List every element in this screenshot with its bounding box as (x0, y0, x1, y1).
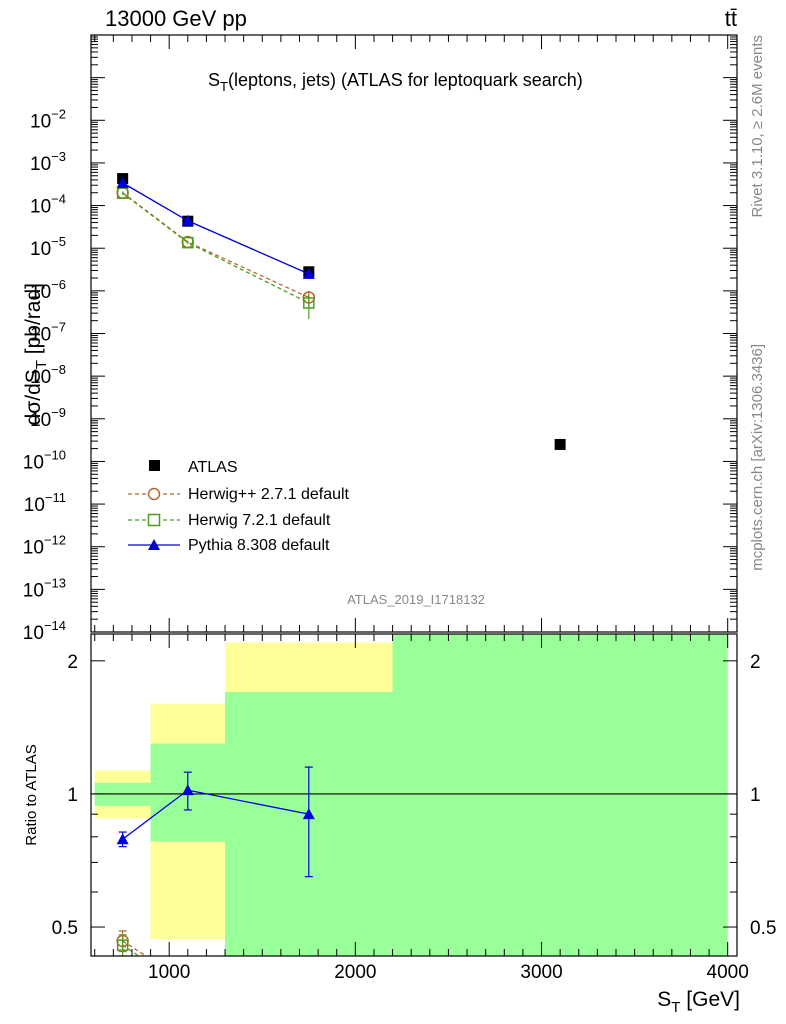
y-tick-label: 10−5 (30, 234, 66, 260)
y-tick-label: 10−13 (23, 575, 66, 601)
ratio-point-pythia (116, 833, 129, 845)
ratio-data (91, 766, 737, 956)
main-panel: 10−14 10−13 10−12 10−11 10−10 10−9 10−8 10−7 10−… (22, 34, 738, 644)
ratio-y-tick-labels: 0.5 0.5 1 1 2 2 (52, 652, 777, 939)
y-tick-label: 10−9 (30, 405, 66, 431)
x-tick-label: 2000 (334, 962, 376, 983)
y-tick-label: 10−14 (23, 618, 66, 644)
series-line (122, 192, 310, 304)
legend-marker-herwig7 (147, 513, 161, 527)
data-point-pythia (116, 176, 129, 188)
y-tick-label: 10−7 (30, 320, 66, 346)
ratio-y-tick-label: 1 (67, 785, 78, 806)
main-data (116, 173, 566, 450)
ratio-frame (90, 633, 738, 957)
data-point-atlas (554, 438, 566, 450)
x-tick-label: 3000 (520, 962, 562, 983)
ratio-y-tick-label: 0.5 (52, 918, 78, 939)
x-axis-label: ST [GeV] (657, 988, 740, 1016)
data-point-herwig7 (182, 236, 194, 249)
main-y-axis-label: dσ/dST [pb/rad] (22, 283, 50, 425)
series-line (122, 192, 310, 299)
energy-label: 13000 GeV pp (105, 6, 247, 31)
analysis-id: ATLAS_2019_I1718132 (347, 592, 485, 607)
ratio-x-tick-labels: 1000 2000 3000 4000 (148, 962, 749, 983)
legend-marker-atlas (149, 460, 160, 471)
legend-label-atlas: ATLAS (188, 459, 238, 476)
ratio-y-tick-label: 2 (67, 652, 78, 673)
legend-marker-pythia (148, 539, 160, 550)
x-tick-label: 1000 (148, 962, 190, 983)
y-tick-label: 10−10 (23, 447, 66, 473)
legend-label-pythia: Pythia 8.308 default (188, 537, 330, 554)
y-tick-label: 10−4 (30, 192, 66, 218)
ratio-panel: 0.5 0.5 1 1 2 2 1000 2000 3000 4000 Ratio to ATL… (23, 633, 777, 1016)
ratio-bands (94, 634, 728, 956)
x-tick-label: 4000 (707, 962, 749, 983)
main-y-tick-labels: 10−14 10−13 10−12 10−11 10−10 10−9 10−8 10−7 10−… (23, 106, 66, 644)
process-label: tt̄ (725, 6, 737, 31)
plot-title: ST(leptons, jets) (ATLAS for leptoquark … (208, 70, 583, 94)
ratio-point-pythia (302, 808, 315, 820)
ratio-y-tick-label-right: 1 (750, 785, 761, 806)
y-tick-label: 10−11 (24, 490, 66, 516)
ratio-point-pythia (181, 784, 194, 796)
y-tick-label: 10−8 (30, 362, 66, 388)
y-tick-label: 10−2 (30, 106, 66, 132)
ratio-y-tick-label-right: 2 (750, 652, 761, 673)
ratio-line (122, 944, 141, 956)
main-ticks (91, 34, 737, 633)
ratio-ticks (91, 634, 737, 956)
ratio-point-herwig7 (116, 939, 129, 951)
series-line (122, 182, 310, 275)
legend-label-herwig7: Herwig 7.2.1 default (188, 512, 331, 529)
legend-label-herwigpp: Herwig++ 2.7.1 default (188, 486, 350, 503)
mcplots-label: mcplots.cern.ch [arXiv:1306.3436] (749, 344, 766, 571)
ratio-band-green (392, 634, 728, 956)
y-tick-label: 10−3 (30, 149, 66, 175)
legend: ATLAS Herwig++ 2.7.1 default Herwig 7.2.… (128, 459, 350, 554)
rivet-label: Rivet 3.1.10, ≥ 2.6M events (749, 35, 766, 218)
ratio-band-yellow (150, 841, 226, 939)
ratio-y-axis-label: Ratio to ATLAS (23, 744, 40, 845)
data-point-herwig7 (116, 187, 129, 199)
y-tick-label: 10−6 (30, 277, 66, 303)
data-point-herwig7 (303, 297, 315, 309)
data-point-pythia (302, 267, 315, 279)
ratio-line (122, 940, 147, 956)
y-tick-label: 10−12 (23, 533, 66, 559)
data-point-pythia (181, 214, 194, 226)
legend-marker-herwigpp (147, 487, 161, 501)
ratio-y-tick-label-right: 0.5 (750, 918, 776, 939)
